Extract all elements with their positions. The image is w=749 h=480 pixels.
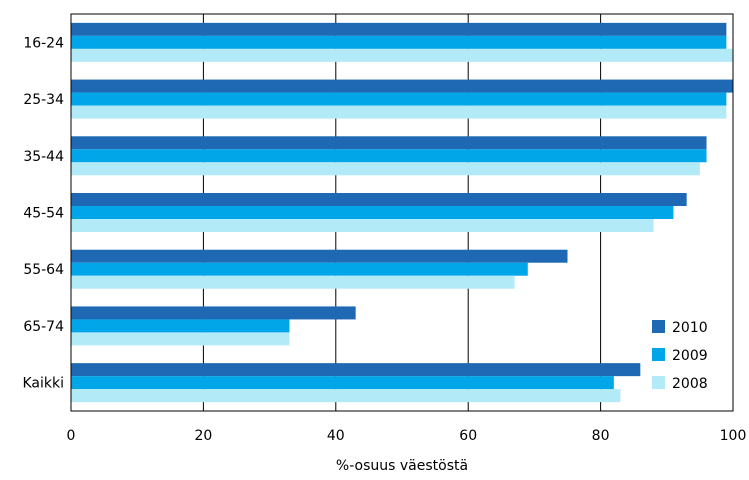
bar-2010-55-64 (71, 249, 568, 263)
legend-label-2010: 2010 (672, 320, 708, 336)
bar-2010-kaikki (71, 363, 641, 377)
bar-2008-25-34 (71, 105, 727, 119)
x-axis-title: %-osuus väestöstä (336, 458, 468, 474)
x-tick-label-20: 20 (194, 428, 212, 444)
bar-2010-65-74 (71, 306, 356, 320)
x-tick-label-80: 80 (592, 428, 610, 444)
bar-2008-55-64 (71, 275, 515, 289)
x-tick-label-100: 100 (720, 428, 747, 444)
legend-swatch-2009 (652, 348, 665, 361)
bar-2010-35-44 (71, 136, 707, 150)
legend-swatch-2008 (652, 376, 665, 389)
category-label-25-34: 25-34 (23, 92, 64, 108)
bar-2009-65-74 (71, 319, 290, 333)
bar-2009-kaikki (71, 376, 614, 390)
x-tick-labels: 0 20 40 60 80 100 (67, 428, 747, 444)
category-label-16-24: 16-24 (23, 35, 64, 51)
bar-2008-kaikki (71, 389, 621, 403)
category-labels: 16-24 25-34 35-44 45-54 55-64 65-74 Kaikki (22, 35, 64, 391)
bar-2008-16-24 (71, 48, 733, 62)
category-label-kaikki: Kaikki (22, 376, 64, 392)
legend-label-2008: 2008 (672, 376, 708, 392)
bars (71, 22, 733, 403)
bar-2008-45-54 (71, 219, 654, 232)
bar-2010-16-24 (71, 22, 727, 36)
x-tick-label-60: 60 (459, 428, 477, 444)
bar-2009-25-34 (71, 92, 727, 106)
legend-swatch-2010 (652, 320, 665, 333)
category-label-55-64: 55-64 (23, 262, 64, 278)
bar-2008-65-74 (71, 332, 290, 346)
legend: 2010 2009 2008 (652, 320, 708, 392)
category-label-45-54: 45-54 (23, 206, 64, 222)
bar-2009-45-54 (71, 206, 674, 219)
bar-2010-25-34 (71, 79, 733, 93)
x-tick-label-0: 0 (67, 428, 76, 444)
x-tick-label-40: 40 (327, 428, 345, 444)
plot-frame (70, 13, 734, 412)
legend-label-2009: 2009 (672, 348, 708, 364)
bar-2010-45-54 (71, 193, 687, 206)
bar-2008-35-44 (71, 162, 700, 176)
bar-2009-16-24 (71, 35, 727, 49)
category-label-35-44: 35-44 (23, 149, 64, 165)
category-label-65-74: 65-74 (23, 319, 64, 335)
bar-2009-55-64 (71, 262, 528, 276)
bar-2009-35-44 (71, 149, 707, 163)
